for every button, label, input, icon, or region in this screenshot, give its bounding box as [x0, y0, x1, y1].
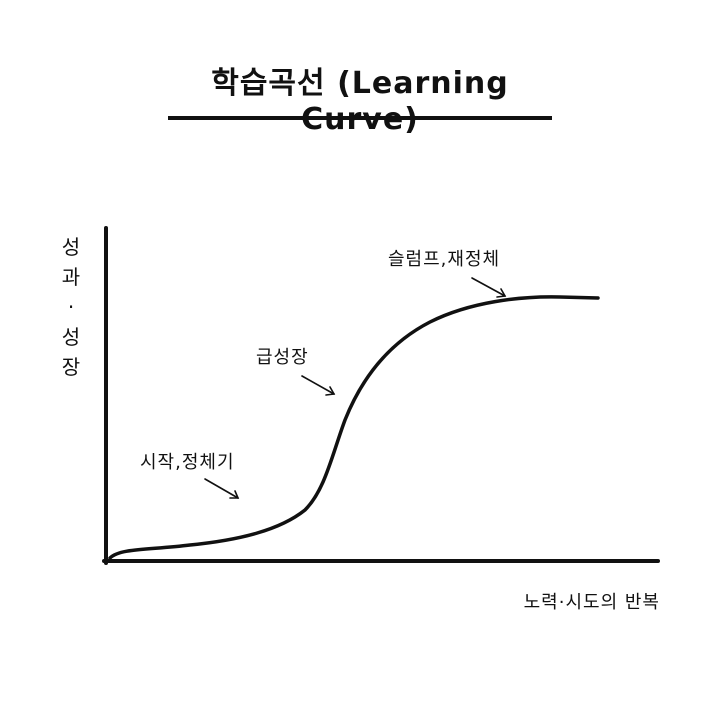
annotation-rapid-growth: 급성장	[256, 347, 309, 368]
annotation-slump: 슬럼프,재정체	[388, 249, 501, 270]
y-axis-label-char: 성	[61, 325, 81, 349]
arrow-slump	[471, 277, 507, 298]
y-axis-label-char: 장	[61, 355, 81, 379]
annotation-start-plateau: 시작,정체기	[140, 452, 235, 473]
y-axis-label: 성 과 · 성 장	[56, 232, 86, 382]
title-underline	[168, 116, 552, 120]
y-axis-label-char: 성	[61, 235, 81, 259]
learning-curve-line	[108, 295, 600, 560]
arrow-growth	[301, 375, 336, 396]
x-axis-label: 노력·시도의 반복	[523, 592, 660, 613]
arrow-start	[204, 478, 240, 499]
y-axis-label-char: ·	[67, 295, 75, 319]
y-axis-label-char: 과	[61, 265, 81, 289]
